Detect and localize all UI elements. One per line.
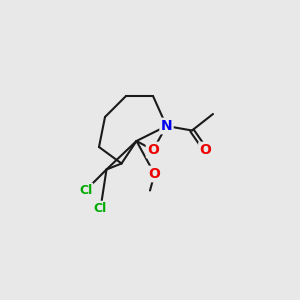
Text: Cl: Cl: [94, 202, 107, 215]
Text: N: N: [161, 119, 172, 133]
Text: O: O: [148, 167, 160, 181]
Text: Cl: Cl: [79, 184, 92, 197]
Text: O: O: [200, 143, 211, 157]
Text: O: O: [147, 143, 159, 157]
